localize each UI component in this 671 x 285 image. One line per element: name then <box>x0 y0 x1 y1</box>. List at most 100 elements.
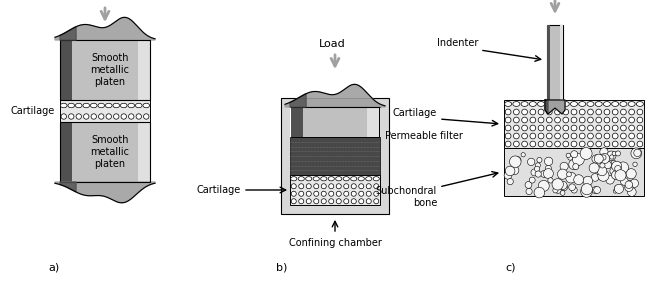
Bar <box>560 25 563 100</box>
Ellipse shape <box>359 199 364 204</box>
Ellipse shape <box>513 133 519 139</box>
Ellipse shape <box>344 184 349 189</box>
Circle shape <box>537 157 542 163</box>
Circle shape <box>544 169 554 178</box>
Text: Cartilage: Cartilage <box>197 185 241 195</box>
Circle shape <box>558 169 568 179</box>
Circle shape <box>601 155 606 160</box>
Ellipse shape <box>629 109 635 115</box>
Polygon shape <box>60 182 76 192</box>
Bar <box>72 122 138 182</box>
Circle shape <box>597 166 607 176</box>
Ellipse shape <box>555 141 560 147</box>
Circle shape <box>505 166 515 176</box>
Ellipse shape <box>75 103 82 108</box>
Circle shape <box>560 162 568 170</box>
Ellipse shape <box>299 191 304 196</box>
Ellipse shape <box>68 114 74 119</box>
Ellipse shape <box>366 184 371 189</box>
Ellipse shape <box>530 109 535 115</box>
Circle shape <box>566 172 576 183</box>
Circle shape <box>569 159 579 170</box>
Circle shape <box>626 169 636 179</box>
Bar <box>291 107 379 137</box>
Circle shape <box>534 166 539 172</box>
Ellipse shape <box>351 184 356 189</box>
Circle shape <box>625 181 633 188</box>
Circle shape <box>580 185 592 197</box>
Bar <box>138 122 150 182</box>
Bar <box>547 25 563 100</box>
Circle shape <box>615 170 626 181</box>
Circle shape <box>569 184 576 191</box>
Ellipse shape <box>513 141 519 147</box>
Ellipse shape <box>98 103 105 108</box>
Ellipse shape <box>578 101 586 106</box>
Ellipse shape <box>128 103 135 108</box>
Ellipse shape <box>604 141 610 147</box>
Circle shape <box>555 187 561 194</box>
Ellipse shape <box>329 191 333 196</box>
Ellipse shape <box>621 117 626 123</box>
Ellipse shape <box>555 133 560 139</box>
Circle shape <box>559 181 567 190</box>
Ellipse shape <box>612 101 619 106</box>
Bar <box>366 107 379 137</box>
Bar <box>60 122 72 182</box>
Text: b): b) <box>276 263 287 273</box>
Ellipse shape <box>321 199 326 204</box>
Ellipse shape <box>314 191 319 196</box>
Ellipse shape <box>555 125 560 131</box>
Circle shape <box>625 183 633 192</box>
Ellipse shape <box>538 117 544 123</box>
Ellipse shape <box>570 101 578 106</box>
Ellipse shape <box>306 184 311 189</box>
Ellipse shape <box>571 109 577 115</box>
Ellipse shape <box>336 184 342 189</box>
Ellipse shape <box>588 125 593 131</box>
Circle shape <box>615 185 621 192</box>
Ellipse shape <box>538 141 544 147</box>
Circle shape <box>571 187 577 193</box>
Ellipse shape <box>136 114 142 119</box>
Circle shape <box>574 175 584 185</box>
Ellipse shape <box>291 184 297 189</box>
Ellipse shape <box>329 199 333 204</box>
Ellipse shape <box>571 125 577 131</box>
Ellipse shape <box>571 117 577 123</box>
Ellipse shape <box>571 141 577 147</box>
Ellipse shape <box>588 141 593 147</box>
Ellipse shape <box>529 101 536 106</box>
Ellipse shape <box>505 125 511 131</box>
Circle shape <box>535 171 541 177</box>
Circle shape <box>580 148 592 160</box>
Ellipse shape <box>521 101 528 106</box>
Ellipse shape <box>314 199 319 204</box>
Ellipse shape <box>604 125 610 131</box>
Ellipse shape <box>513 109 519 115</box>
Text: Load: Load <box>319 39 346 49</box>
Ellipse shape <box>522 125 527 131</box>
Circle shape <box>612 151 617 156</box>
Ellipse shape <box>563 141 568 147</box>
Ellipse shape <box>68 103 74 108</box>
Bar <box>281 98 389 214</box>
Ellipse shape <box>604 109 610 115</box>
Ellipse shape <box>603 101 611 106</box>
Ellipse shape <box>637 141 643 147</box>
Ellipse shape <box>513 125 519 131</box>
Ellipse shape <box>588 109 593 115</box>
Ellipse shape <box>629 117 635 123</box>
Polygon shape <box>55 182 155 203</box>
Circle shape <box>525 182 532 188</box>
Ellipse shape <box>505 117 511 123</box>
Ellipse shape <box>562 101 569 106</box>
Circle shape <box>611 160 617 166</box>
Circle shape <box>573 164 579 170</box>
Ellipse shape <box>121 114 126 119</box>
Circle shape <box>581 184 592 195</box>
Ellipse shape <box>579 109 585 115</box>
Bar <box>547 25 550 100</box>
Ellipse shape <box>563 133 568 139</box>
Ellipse shape <box>555 109 560 115</box>
